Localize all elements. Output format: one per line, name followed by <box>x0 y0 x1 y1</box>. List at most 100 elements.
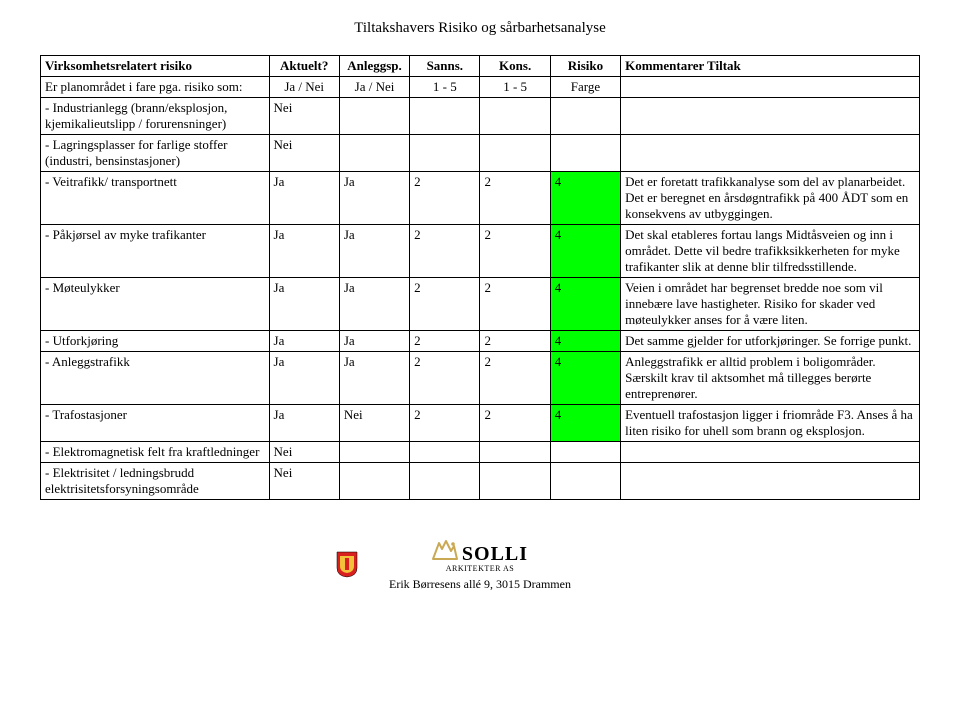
cell-aktuelt: Nei <box>269 135 339 172</box>
cell-sanns: 2 <box>410 331 480 352</box>
cell-desc: - Påkjørsel av myke trafikanter <box>41 225 270 278</box>
cell-sanns <box>410 135 480 172</box>
cell-aktuelt: Ja <box>269 225 339 278</box>
col-header-kommentarer: Kommentarer Tiltak <box>621 56 920 77</box>
cell-desc: - Elektrisitet / ledningsbrudd elektrisi… <box>41 463 270 500</box>
cell-aktuelt: Nei <box>269 98 339 135</box>
cell-anleggsp: Ja <box>339 172 409 225</box>
cell-kommentarer <box>621 135 920 172</box>
legend-anl: Ja / Nei <box>339 77 409 98</box>
cell-kommentarer: Det samme gjelder for utforkjøringer. Se… <box>621 331 920 352</box>
cell-sanns: 2 <box>410 172 480 225</box>
cell-risiko: 4 <box>550 405 620 442</box>
cell-desc: - Trafostasjoner <box>41 405 270 442</box>
cell-desc: - Utforkjøring <box>41 331 270 352</box>
cell-anleggsp <box>339 442 409 463</box>
cell-anleggsp <box>339 463 409 500</box>
cell-kommentarer: Eventuell trafostasjon ligger i friområd… <box>621 405 920 442</box>
cell-risiko <box>550 98 620 135</box>
cell-kons: 2 <box>480 331 550 352</box>
cell-anleggsp: Nei <box>339 405 409 442</box>
legend-desc: Er planområdet i fare pga. risiko som: <box>41 77 270 98</box>
cell-kommentarer: Det skal etableres fortau langs Midtåsve… <box>621 225 920 278</box>
legend-komm <box>621 77 920 98</box>
table-row: - Industrianlegg (brann/eksplosjon, kjem… <box>41 98 920 135</box>
cell-kommentarer: Det er foretatt trafikkanalyse som del a… <box>621 172 920 225</box>
cell-kommentarer <box>621 98 920 135</box>
table-row: - Elektromagnetisk felt fra kraftledning… <box>41 442 920 463</box>
cell-desc: - Anleggstrafikk <box>41 352 270 405</box>
cell-anleggsp <box>339 98 409 135</box>
legend-akt: Ja / Nei <box>269 77 339 98</box>
cell-desc: - Elektromagnetisk felt fra kraftledning… <box>41 442 270 463</box>
table-row: - AnleggstrafikkJaJa224Anleggstrafikk er… <box>41 352 920 405</box>
col-header-aktuelt: Aktuelt? <box>269 56 339 77</box>
cell-sanns <box>410 98 480 135</box>
col-header-sanns: Sanns. <box>410 56 480 77</box>
table-row: - MøteulykkerJaJa224Veien i området har … <box>41 278 920 331</box>
cell-kons: 2 <box>480 225 550 278</box>
col-header-risiko: Risiko <box>550 56 620 77</box>
cell-anleggsp: Ja <box>339 278 409 331</box>
cell-aktuelt: Ja <box>269 405 339 442</box>
cell-desc: - Veitrafikk/ transportnett <box>41 172 270 225</box>
cell-aktuelt: Nei <box>269 463 339 500</box>
cell-risiko: 4 <box>550 225 620 278</box>
cell-aktuelt: Ja <box>269 331 339 352</box>
col-header-desc: Virksomhetsrelatert risiko <box>41 56 270 77</box>
cell-risiko: 4 <box>550 172 620 225</box>
table-row: - Lagringsplasser for farlige stoffer (i… <box>41 135 920 172</box>
cell-kons <box>480 135 550 172</box>
table-row: - Elektrisitet / ledningsbrudd elektrisi… <box>41 463 920 500</box>
cell-sanns: 2 <box>410 352 480 405</box>
cell-sanns <box>410 463 480 500</box>
cell-sanns: 2 <box>410 278 480 331</box>
cell-sanns: 2 <box>410 405 480 442</box>
cell-kommentarer: Veien i området har begrenset bredde noe… <box>621 278 920 331</box>
col-header-anleggsp: Anleggsp. <box>339 56 409 77</box>
cell-risiko <box>550 463 620 500</box>
cell-risiko: 4 <box>550 352 620 405</box>
cell-risiko: 4 <box>550 331 620 352</box>
cell-kons: 2 <box>480 172 550 225</box>
table-row: - Påkjørsel av myke trafikanterJaJa224De… <box>41 225 920 278</box>
page-footer: SOLLI ARKITEKTER AS Erik Børresens allé … <box>40 540 920 592</box>
cell-kons: 2 <box>480 278 550 331</box>
col-header-kons: Kons. <box>480 56 550 77</box>
footer-brand-block: SOLLI ARKITEKTER AS Erik Børresens allé … <box>389 540 571 592</box>
cell-desc: - Møteulykker <box>41 278 270 331</box>
cell-kons: 2 <box>480 352 550 405</box>
cell-risiko <box>550 442 620 463</box>
cell-sanns: 2 <box>410 225 480 278</box>
legend-kons: 1 - 5 <box>480 77 550 98</box>
cell-kons: 2 <box>480 405 550 442</box>
risk-table: Virksomhetsrelatert risiko Aktuelt? Anle… <box>40 55 920 500</box>
cell-kons <box>480 442 550 463</box>
table-header-row: Virksomhetsrelatert risiko Aktuelt? Anle… <box>41 56 920 77</box>
footer-brand-name: SOLLI <box>462 543 528 566</box>
cell-risiko: 4 <box>550 278 620 331</box>
shield-icon <box>335 550 359 582</box>
table-row: - Veitrafikk/ transportnettJaJa224Det er… <box>41 172 920 225</box>
cell-anleggsp: Ja <box>339 352 409 405</box>
cell-anleggsp <box>339 135 409 172</box>
cell-desc: - Lagringsplasser for farlige stoffer (i… <box>41 135 270 172</box>
table-row: - TrafostasjonerJaNei224Eventuell trafos… <box>41 405 920 442</box>
table-row: - UtforkjøringJaJa224Det samme gjelder f… <box>41 331 920 352</box>
cell-aktuelt: Ja <box>269 172 339 225</box>
cell-anleggsp: Ja <box>339 331 409 352</box>
cell-risiko <box>550 135 620 172</box>
cell-kommentarer <box>621 463 920 500</box>
cell-kommentarer: Anleggstrafikk er alltid problem i bolig… <box>621 352 920 405</box>
legend-risk: Farge <box>550 77 620 98</box>
cell-kons <box>480 463 550 500</box>
page-title: Tiltakshavers Risiko og sårbarhetsanalys… <box>40 20 920 37</box>
footer-address: Erik Børresens allé 9, 3015 Drammen <box>389 577 571 592</box>
cell-anleggsp: Ja <box>339 225 409 278</box>
legend-sanns: 1 - 5 <box>410 77 480 98</box>
table-legend-row: Er planområdet i fare pga. risiko som: J… <box>41 77 920 98</box>
cell-aktuelt: Ja <box>269 352 339 405</box>
cell-kons <box>480 98 550 135</box>
cell-kommentarer <box>621 442 920 463</box>
cell-aktuelt: Ja <box>269 278 339 331</box>
